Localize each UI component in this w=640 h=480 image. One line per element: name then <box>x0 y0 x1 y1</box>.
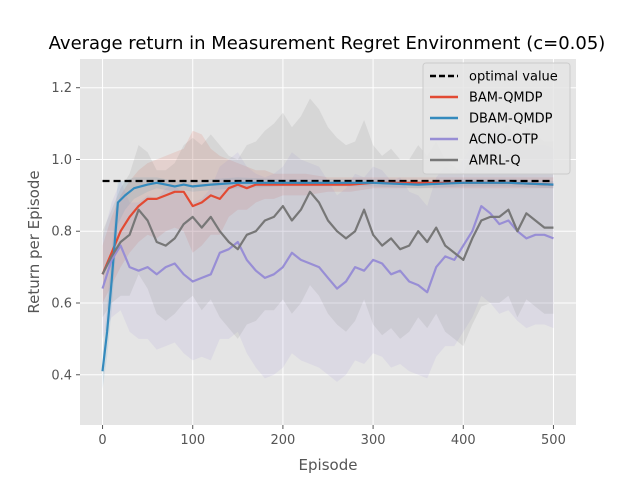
series-line <box>101 181 554 275</box>
legend-label: optimal value <box>469 70 558 85</box>
x-tick-label: 0 <box>98 433 106 448</box>
chart-title: Average return in Measurement Regret Env… <box>49 33 606 54</box>
y-tick-label: 1.0 <box>51 153 72 168</box>
x-tick-label: 300 <box>361 433 386 448</box>
y-axis-label: Return per Episode <box>25 170 43 313</box>
series-line <box>101 190 554 275</box>
legend-label: ACNO-OTP <box>469 133 538 148</box>
legend-label: BAM-QMDP <box>469 91 543 106</box>
legend: optimal value BAM-QMDP DBAM-QMDP ACNO-OTP AM… <box>422 62 571 175</box>
confidence-band <box>102 130 554 303</box>
x-tick-label: 500 <box>541 433 566 448</box>
y-tick-label: 0.4 <box>51 368 72 383</box>
x-tick-label: 400 <box>451 433 476 448</box>
series-line <box>101 205 554 294</box>
legend-label: DBAM-QMDP <box>469 112 553 127</box>
x-tick-label: 100 <box>180 433 205 448</box>
y-tick-label: 0.6 <box>51 297 72 312</box>
series-lines <box>101 181 554 372</box>
legend-label: AMRL-Q <box>469 154 521 169</box>
y-tick-label: 0.8 <box>51 225 72 240</box>
x-axis-label: Episode <box>299 456 358 474</box>
y-tick-label: 1.2 <box>51 81 72 96</box>
x-tick-labels: 0 100 200 300 400 500 <box>98 433 565 448</box>
y-tick-labels: 0.4 0.6 0.8 1.0 1.2 <box>51 81 72 383</box>
legend-box <box>422 62 571 175</box>
x-tick-label: 200 <box>270 433 295 448</box>
series-line <box>101 181 554 372</box>
